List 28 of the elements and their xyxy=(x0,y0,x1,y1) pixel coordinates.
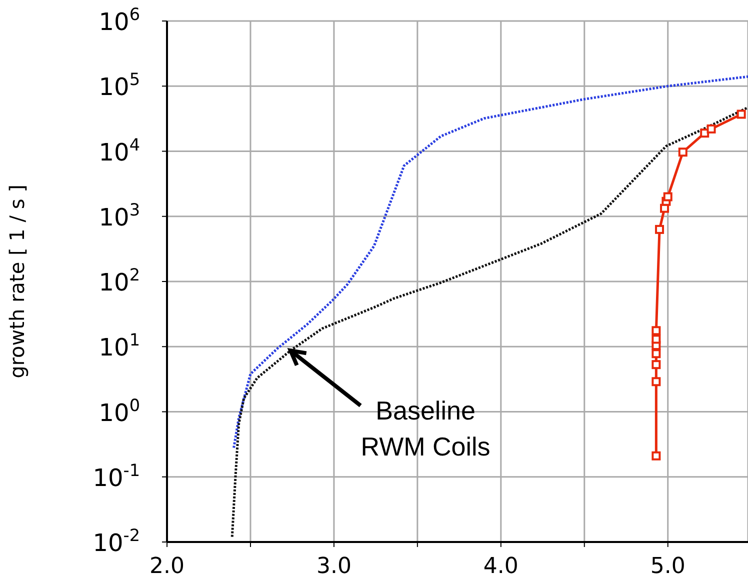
point xyxy=(652,326,661,336)
point xyxy=(652,349,661,358)
x-tick-label: 4.0 xyxy=(483,554,518,579)
point xyxy=(736,110,746,119)
x-tick-label: 3.0 xyxy=(316,554,352,579)
y-axis-title: growth rate [ 1 / s ] xyxy=(5,184,30,378)
point xyxy=(652,360,661,370)
point xyxy=(700,128,710,138)
y-tick-label: 10$^{-1}$ xyxy=(92,460,140,492)
point xyxy=(678,148,688,157)
y-tick-label: 10$^{2}$ xyxy=(98,264,140,296)
point xyxy=(663,192,672,202)
annotation: Baseline RWM Coils xyxy=(360,396,490,462)
point xyxy=(652,377,661,386)
point xyxy=(655,224,664,234)
y-tick-label: 10$^{3}$ xyxy=(98,199,140,232)
y-tick-label: 10$^{6}$ xyxy=(98,4,140,36)
y-tick-label: 10$^{5}$ xyxy=(98,69,140,102)
y-tick-label: 10$^{-2}$ xyxy=(92,525,140,557)
x-tick-label: 5.0 xyxy=(650,554,686,579)
y-tick-label: 10$^{1}$ xyxy=(98,330,140,362)
x-tick-label: 2.0 xyxy=(150,554,184,579)
point xyxy=(652,451,661,460)
y-tick-label: 10$^{0}$ xyxy=(98,394,140,427)
point xyxy=(652,334,661,344)
y-tick-label: 10$^{4}$ xyxy=(98,134,140,166)
line-series xyxy=(230,106,748,538)
point xyxy=(706,124,716,134)
